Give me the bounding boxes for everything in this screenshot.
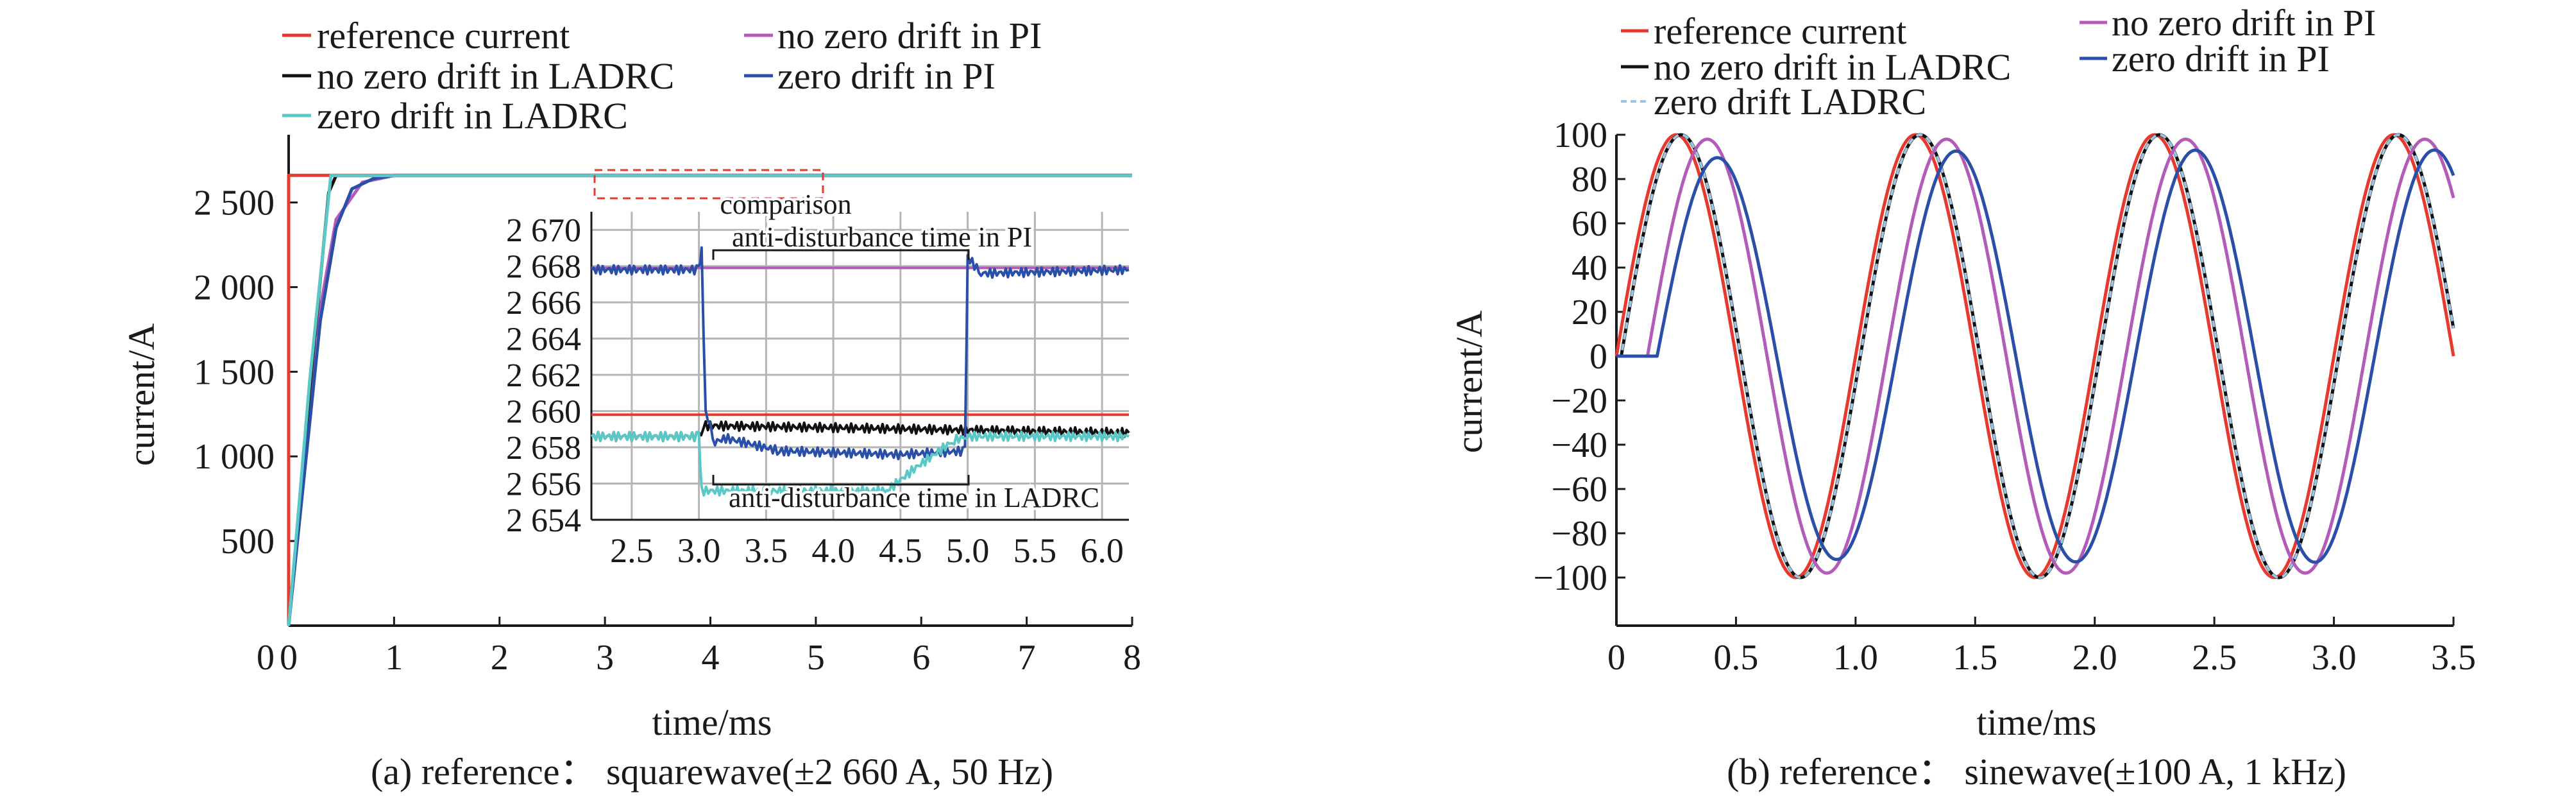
chart-b-series [1614, 133, 2455, 579]
chart-a-x-tick-label: 5 [807, 638, 825, 678]
chart-a-series [287, 173, 1132, 626]
series-b-no-zero-drift-in-pi [1616, 137, 2455, 575]
chart-b-x-tick-label: 3.0 [2312, 638, 2357, 678]
chart-b-x-tick-label: 3.5 [2431, 638, 2476, 678]
inset-a-x-tick-label: 4.5 [879, 531, 922, 570]
chart-b-x-tick-label: 0.5 [1713, 638, 1758, 678]
bracket-ladrc [712, 475, 970, 486]
chart-a-x-tick-label: 3 [596, 638, 614, 678]
chart-b-x-tick-label: 1.0 [1833, 638, 1878, 678]
chart-b-y-tick-label: −40 [1551, 425, 1607, 465]
annotation-pi-time: anti-disturbance time in PI [732, 221, 1032, 253]
inset-a-y-tick-label: 2 662 [506, 357, 581, 394]
inset-a-x-tick-label: 4.0 [811, 531, 855, 570]
chart-b-y-tick-label: 60 [1572, 204, 1607, 244]
chart-b: reference current no zero drift in PI no… [1448, 2, 2476, 793]
legend-a-pi-zero-label: zero drift in PI [777, 55, 996, 97]
legend-b-ladrc-nozero-label: no zero drift in LADRC [1654, 46, 2011, 88]
bracket-pi [712, 249, 970, 260]
chart-a-x-tick-label: 4 [702, 638, 720, 678]
inset-a-x-tick-label: 5.5 [1013, 531, 1057, 570]
series-b-zero-drift-ladrc [1616, 133, 2455, 579]
chart-b-x-tick-label: 0 [1607, 638, 1625, 678]
inset-a-x-tick-label: 2.5 [610, 531, 654, 570]
chart-b-y-tick-label: −20 [1551, 381, 1607, 421]
chart-a-y-tick-label: 1 500 [194, 352, 275, 392]
annotation-comparison: comparison [720, 189, 851, 220]
chart-a-ylabel: current/A [121, 323, 162, 466]
inset-a-x-tick-label: 6.0 [1080, 531, 1124, 570]
chart-a-x-tick-label: 1 [385, 638, 403, 678]
chart-b-caption: (b) reference： sinewave(±100 A, 1 kHz) [1727, 751, 2346, 793]
inset-series-zero-drift-in-ladrc [590, 431, 1130, 497]
chart-a-xlabel: time/ms [652, 701, 772, 743]
inset-a-y-tick-label: 2 668 [506, 249, 581, 286]
chart-b-x-tick-label: 2.0 [2072, 638, 2117, 678]
inset-series-zero-drift-in-pi [590, 246, 1130, 461]
legend-b: reference current no zero drift in PI no… [1621, 2, 2376, 123]
inset-a-y-tick-label: 2 660 [506, 394, 581, 431]
chart-b-y-tick-label: 0 [1589, 337, 1607, 377]
chart-a-y-tick-label: 2 500 [194, 184, 275, 223]
chart-b-y-tick-label: −60 [1551, 470, 1607, 510]
chart-a-x-tick-label: 2 [491, 638, 509, 678]
chart-b-ticks: 0 0.5 1.0 1.5 2.0 2.5 3.0 3.5100806040200−20−40… [1533, 116, 2476, 678]
inset-a-y-tick-label: 2 656 [506, 467, 581, 503]
inset-a-x-tick-label: 5.0 [946, 531, 990, 570]
chart-b-y-tick-label: 100 [1554, 116, 1607, 155]
inset-a-frame [591, 212, 1129, 520]
chart-a-ticks: 0 1 2 3 4 5 6 7 8 500 1 000 1 500 2 000 2 500 0 [194, 184, 1141, 678]
chart-b-y-tick-label: −100 [1533, 558, 1607, 598]
chart-b-x-tick-label: 1.5 [1953, 638, 1997, 678]
chart-a-x-tick-label: 6 [912, 638, 930, 678]
inset-a-y-tick-label: 2 670 [506, 212, 581, 249]
legend-a-ladrc-nozero-label: no zero drift in LADRC [317, 55, 674, 97]
chart-a: reference current no zero drift in PI no… [121, 15, 1141, 793]
series-b-zero-drift-in-pi [1616, 148, 2455, 564]
legend-b-pi-zero-label: zero drift in PI [2112, 38, 2330, 80]
legend-b-pi-nozero-label: no zero drift in PI [2112, 2, 2376, 44]
legend-b-reference-label: reference current [1654, 10, 1906, 52]
annotation-ladrc-time: anti-disturbance time in LADRC [729, 482, 1099, 513]
chart-a-x-tick-label: 7 [1018, 638, 1036, 678]
legend-b-ladrc-zero-label: zero drift LADRC [1654, 81, 1926, 123]
series-a-zero-drift-in-ladrc [287, 174, 1132, 626]
chart-a-x-tick-label: 8 [1123, 638, 1141, 678]
legend-a-pi-nozero-label: no zero drift in PI [777, 15, 1042, 56]
inset-a-y-tick-label: 2 664 [506, 321, 581, 358]
chart-a-y-tick-label: 500 [221, 522, 275, 561]
inset-a-x-tick-label: 3.5 [745, 531, 788, 570]
chart-a-y-tick-label: 2 000 [194, 268, 275, 307]
inset-a-y-tick-label: 2 654 [506, 502, 581, 539]
chart-a-x-tick-label: 0 [280, 638, 298, 678]
inset-a-x-tick-label: 3.0 [677, 531, 721, 570]
inset-a-series [590, 246, 1130, 497]
chart-b-xlabel: time/ms [1977, 701, 2097, 743]
chart-b-x-tick-label: 2.5 [2192, 638, 2237, 678]
chart-b-y-tick-label: 40 [1572, 248, 1607, 288]
chart-b-y-tick-label: 20 [1572, 293, 1607, 332]
chart-b-y-tick-label: −80 [1551, 514, 1607, 554]
chart-b-y-tick-label: 80 [1572, 160, 1607, 200]
chart-b-ylabel: current/A [1448, 311, 1490, 453]
legend-a-reference-label: reference current [317, 15, 570, 56]
legend-a-ladrc-zero-label: zero drift in LADRC [317, 95, 628, 137]
chart-a-caption: (a) reference： squarewave(±2 660 A, 50 H… [371, 751, 1053, 793]
inset-a-y-tick-label: 2 666 [506, 285, 581, 321]
chart-a-origin-label: 0 [257, 638, 275, 678]
inset-a-y-tick-label: 2 658 [506, 430, 581, 467]
legend-a: reference current no zero drift in PI no… [282, 15, 1042, 137]
chart-a-y-tick-label: 1 000 [194, 437, 275, 477]
